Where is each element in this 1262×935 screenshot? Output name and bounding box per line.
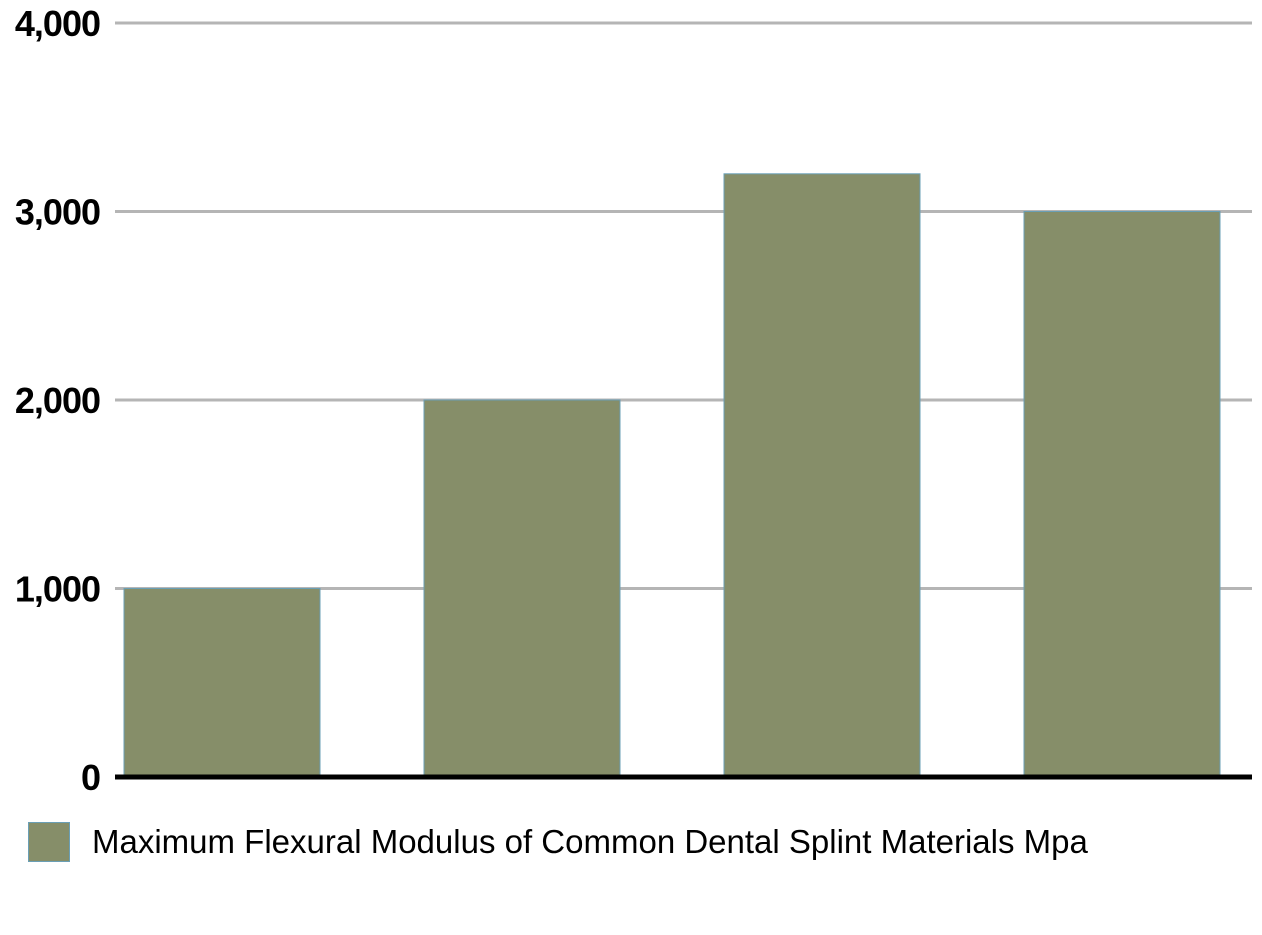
y-tick-label: 1,000 [15,569,100,610]
y-tick-label: 4,000 [15,3,100,44]
y-tick-label: 2,000 [15,380,100,421]
bar [1023,211,1221,778]
bars [123,173,1221,778]
legend-swatch [28,822,70,862]
y-tick-label: 0 [81,757,100,798]
bar [423,399,621,778]
y-tick-label: 3,000 [15,192,100,233]
y-axis-tick-labels: 0 1,000 2,000 3,000 4,000 [15,3,101,798]
bar [723,173,921,778]
legend: Maximum Flexural Modulus of Common Denta… [28,820,1088,864]
bar [123,588,321,778]
legend-label: Maximum Flexural Modulus of Common Denta… [92,823,1088,860]
